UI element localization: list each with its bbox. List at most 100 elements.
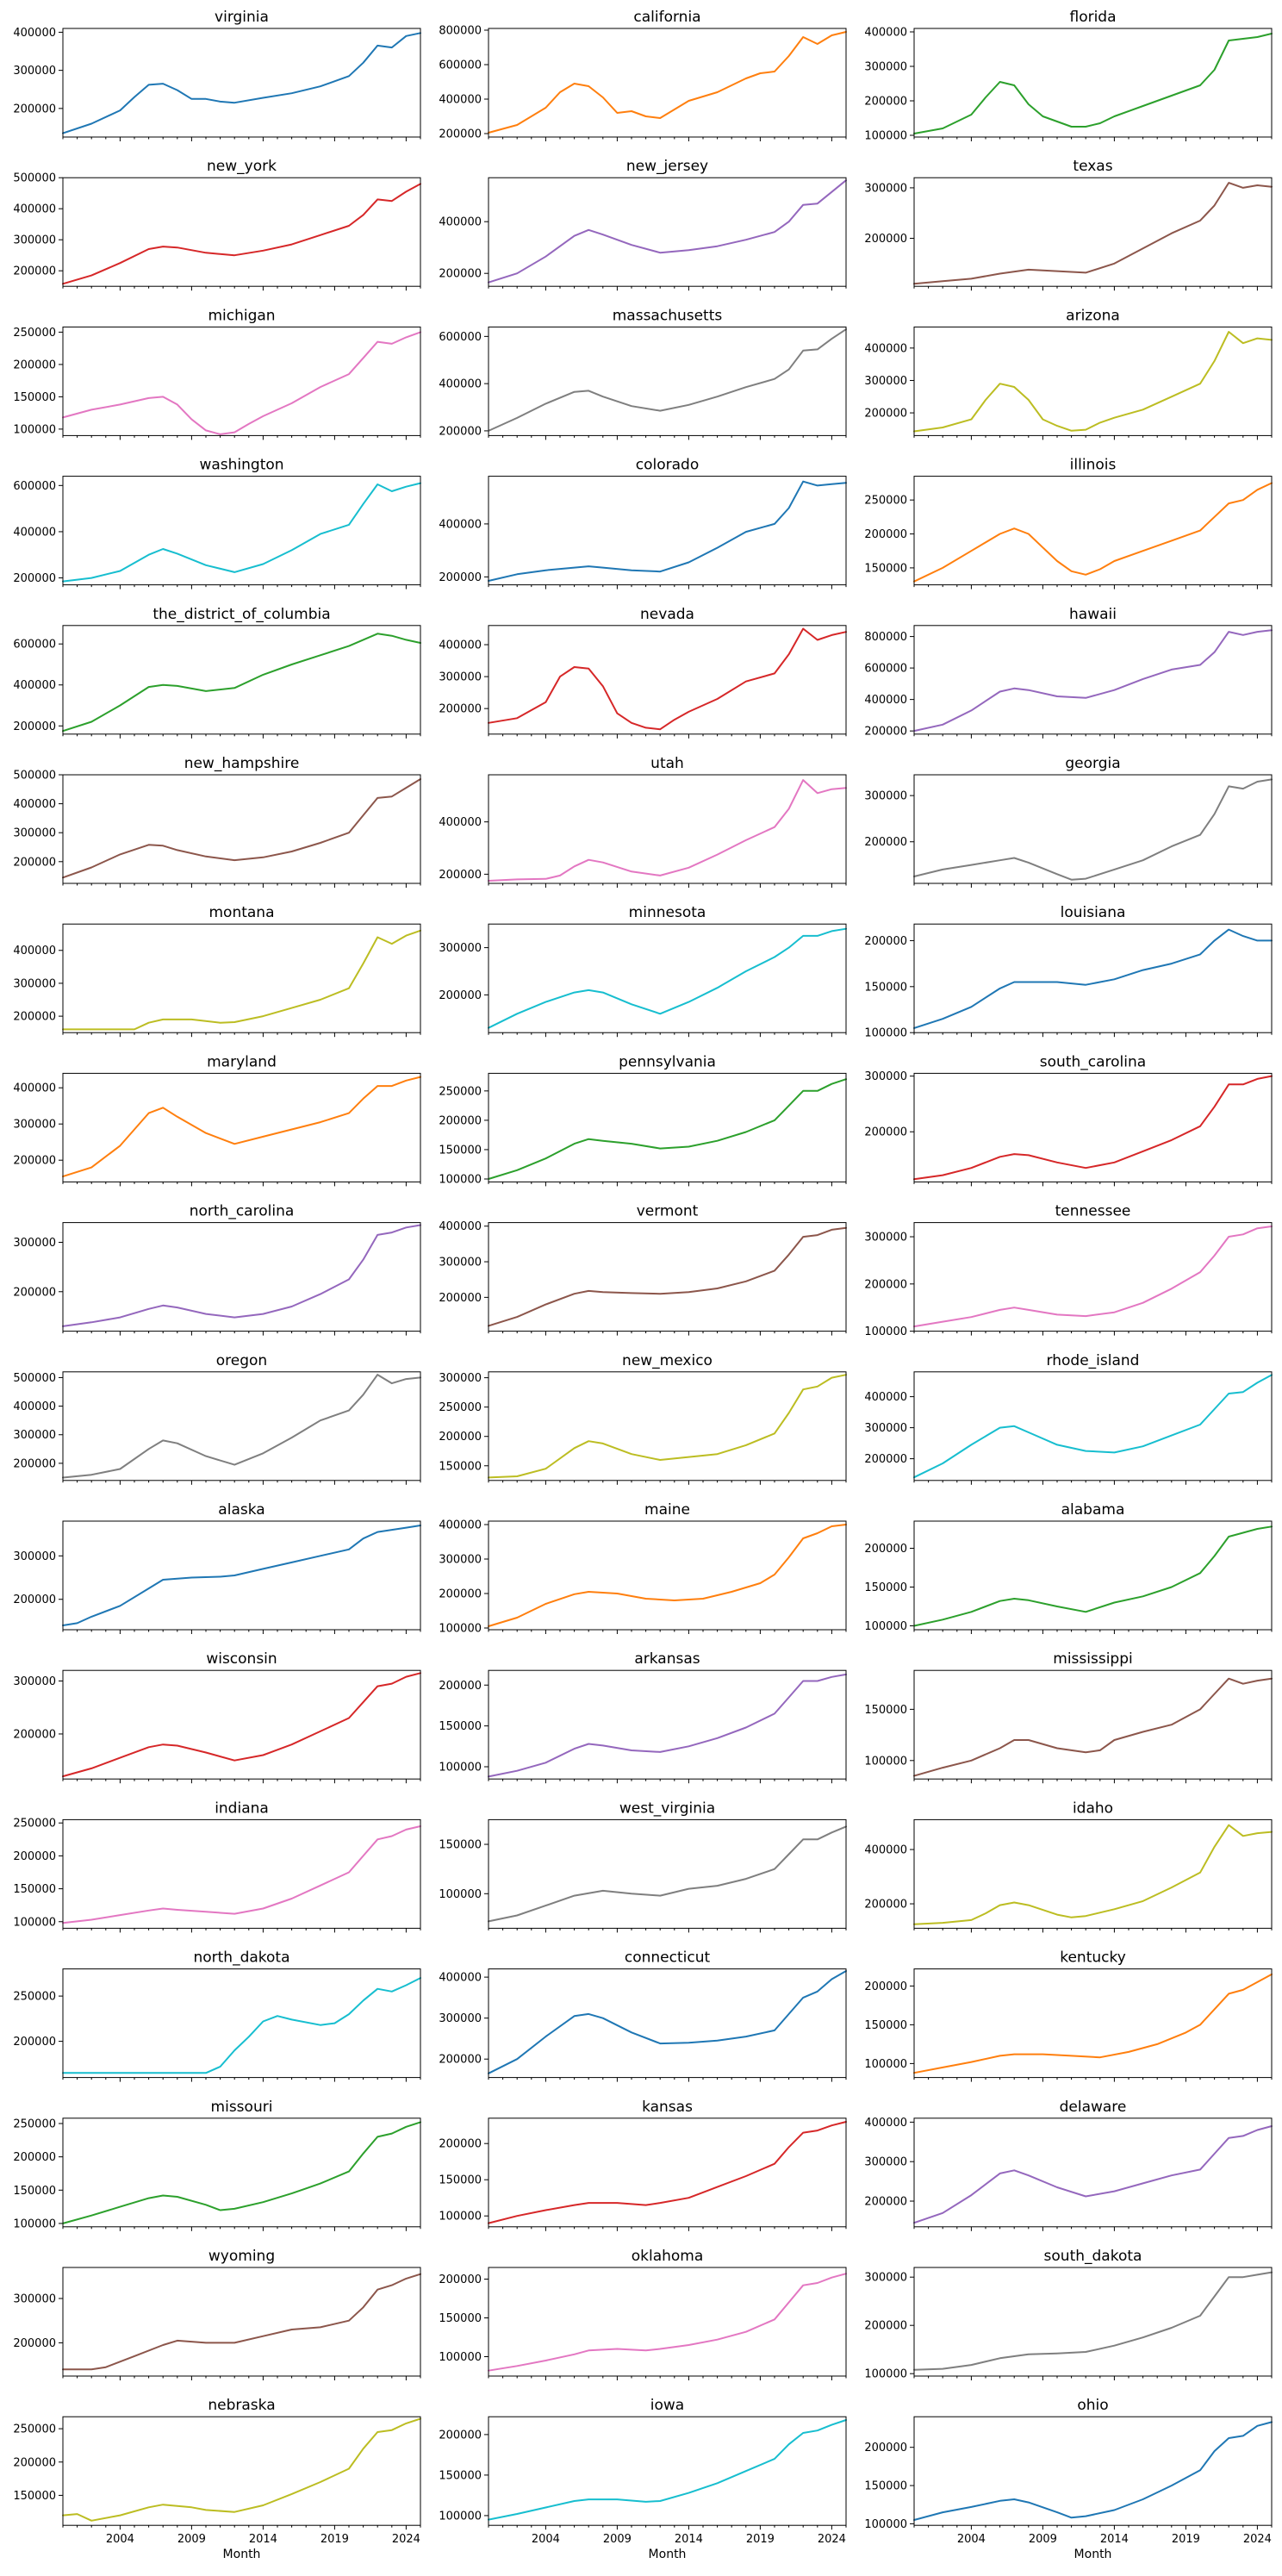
y-tick-label: 400000 <box>13 203 56 216</box>
panel-title: utah <box>650 755 684 772</box>
series-line <box>913 1075 1273 1181</box>
y-tick-label: 150000 <box>864 1704 907 1717</box>
panel-title: nevada <box>640 606 694 623</box>
panel-massachusetts: massachusetts 200000 400000 600000 <box>439 307 847 440</box>
series-line <box>62 1076 421 1178</box>
panel-title: alabama <box>1061 1501 1125 1519</box>
y-tick-label: 200000 <box>439 1680 482 1693</box>
x-tick-label: 2004 <box>532 2533 560 2546</box>
y-tick-label: 100000 <box>13 1916 56 1929</box>
y-tick-label: 300000 <box>864 1232 907 1244</box>
panel-title: connecticut <box>625 1949 711 1967</box>
series-line <box>488 627 847 731</box>
plot-frame <box>488 476 847 586</box>
panel-maryland: maryland 200000 300000 400000 <box>13 1053 421 1187</box>
y-tick-label: 500000 <box>13 172 56 185</box>
plot-frame <box>62 923 421 1033</box>
y-tick-label: 100000 <box>864 2518 907 2531</box>
panel-oregon: oregon 200000 300000 400000 500000 <box>13 1352 421 1485</box>
plot-frame <box>913 177 1273 287</box>
plot-frame <box>62 1520 421 1631</box>
panel-title: west_virginia <box>619 1799 715 1817</box>
panel-florida: florida 100000 200000 300000 400000 <box>864 9 1273 143</box>
plot-frame <box>62 774 421 884</box>
y-tick-label: 200000 <box>13 2456 56 2469</box>
series-line <box>488 1970 847 2074</box>
y-tick-label: 800000 <box>439 25 482 38</box>
y-tick-label: 400000 <box>13 27 56 40</box>
series-line <box>913 928 1273 1029</box>
plot-frame <box>488 625 847 735</box>
series-line <box>488 1524 847 1627</box>
y-tick-label: 150000 <box>439 2312 482 2325</box>
series-line <box>62 1825 421 1924</box>
plot-frame <box>488 2118 847 2228</box>
y-tick-label: 200000 <box>439 2273 482 2286</box>
series-line <box>913 1824 1273 1925</box>
series-line <box>62 929 421 1031</box>
series-line <box>488 779 847 882</box>
panel-title: kentucky <box>1060 1949 1126 1967</box>
panel-title: michigan <box>208 307 275 324</box>
series-line <box>62 1374 421 1479</box>
y-tick-label: 300000 <box>13 65 56 78</box>
panel-connecticut: connecticut 200000 300000 400000 <box>439 1949 847 2082</box>
panel-title: south_dakota <box>1044 2248 1142 2265</box>
y-tick-label: 150000 <box>439 1144 482 1157</box>
panel-minnesota: minnesota 200000 300000 <box>439 904 847 1038</box>
panel-new-jersey: new_jersey 200000 400000 <box>439 158 847 291</box>
plot-frame <box>62 1818 421 1929</box>
y-tick-label: 200000 <box>13 1011 56 1024</box>
series-line <box>488 328 847 432</box>
panel-title: georgia <box>1065 755 1120 772</box>
panel-arkansas: arkansas 100000 150000 200000 <box>439 1650 847 1784</box>
panel-west-virginia: west_virginia 100000 150000 <box>439 1799 847 1933</box>
y-tick-label: 200000 <box>439 1431 482 1444</box>
y-tick-label: 400000 <box>439 518 482 531</box>
y-tick-label: 100000 <box>439 1761 482 1774</box>
series-line <box>488 1825 847 1923</box>
series-line <box>488 2419 847 2521</box>
y-tick-label: 200000 <box>439 2138 482 2151</box>
y-tick-label: 200000 <box>864 408 907 421</box>
y-tick-label: 250000 <box>439 1085 482 1098</box>
x-tick-label: 2014 <box>1100 2533 1129 2546</box>
panel-north-dakota: north_dakota 200000 250000 <box>13 1949 421 2082</box>
y-tick-label: 300000 <box>864 1070 907 1083</box>
panel-pennsylvania: pennsylvania 100000 150000 200000 250000 <box>439 1053 847 1186</box>
y-tick-label: 300000 <box>13 827 56 840</box>
panel-title: hawaii <box>1069 606 1117 623</box>
panel-wyoming: wyoming 200000 300000 <box>13 2248 421 2380</box>
panel-title: iowa <box>650 2397 684 2414</box>
y-tick-label: 200000 <box>13 2036 56 2049</box>
y-tick-label: 250000 <box>439 1401 482 1414</box>
series-line <box>488 1226 847 1327</box>
y-tick-label: 300000 <box>864 2156 907 2169</box>
y-tick-label: 600000 <box>439 331 482 344</box>
panel-alabama: alabama 100000 150000 200000 <box>864 1501 1273 1634</box>
y-tick-label: 200000 <box>864 1453 907 1466</box>
y-tick-label: 400000 <box>864 694 907 707</box>
y-tick-label: 200000 <box>864 836 907 849</box>
y-tick-label: 300000 <box>439 942 482 955</box>
y-tick-label: 400000 <box>439 1519 482 1532</box>
y-tick-label: 200000 <box>864 726 907 739</box>
y-tick-label: 200000 <box>439 1588 482 1601</box>
y-tick-label: 400000 <box>13 1400 56 1413</box>
y-tick-label: 400000 <box>13 526 56 539</box>
y-tick-label: 600000 <box>864 663 907 676</box>
panel-title: nebraska <box>208 2397 275 2414</box>
panel-utah: utah 200000 400000 <box>439 755 847 888</box>
panel-virginia: virginia 200000 300000 400000 <box>13 9 421 141</box>
y-tick-label: 300000 <box>13 1429 56 1442</box>
y-tick-label: 300000 <box>864 1422 907 1435</box>
panel-iowa: iowa 100000 150000 200000 2004 2009 2014 2019 20… <box>439 2397 847 2561</box>
panel-title: north_dakota <box>193 1949 289 1967</box>
series-line <box>62 2273 421 2371</box>
plot-frame <box>913 2416 1273 2526</box>
panel-texas: texas 200000 300000 <box>864 158 1273 291</box>
panel-title: california <box>633 9 700 26</box>
y-tick-label: 100000 <box>864 1755 907 1768</box>
y-tick-label: 200000 <box>439 571 482 584</box>
